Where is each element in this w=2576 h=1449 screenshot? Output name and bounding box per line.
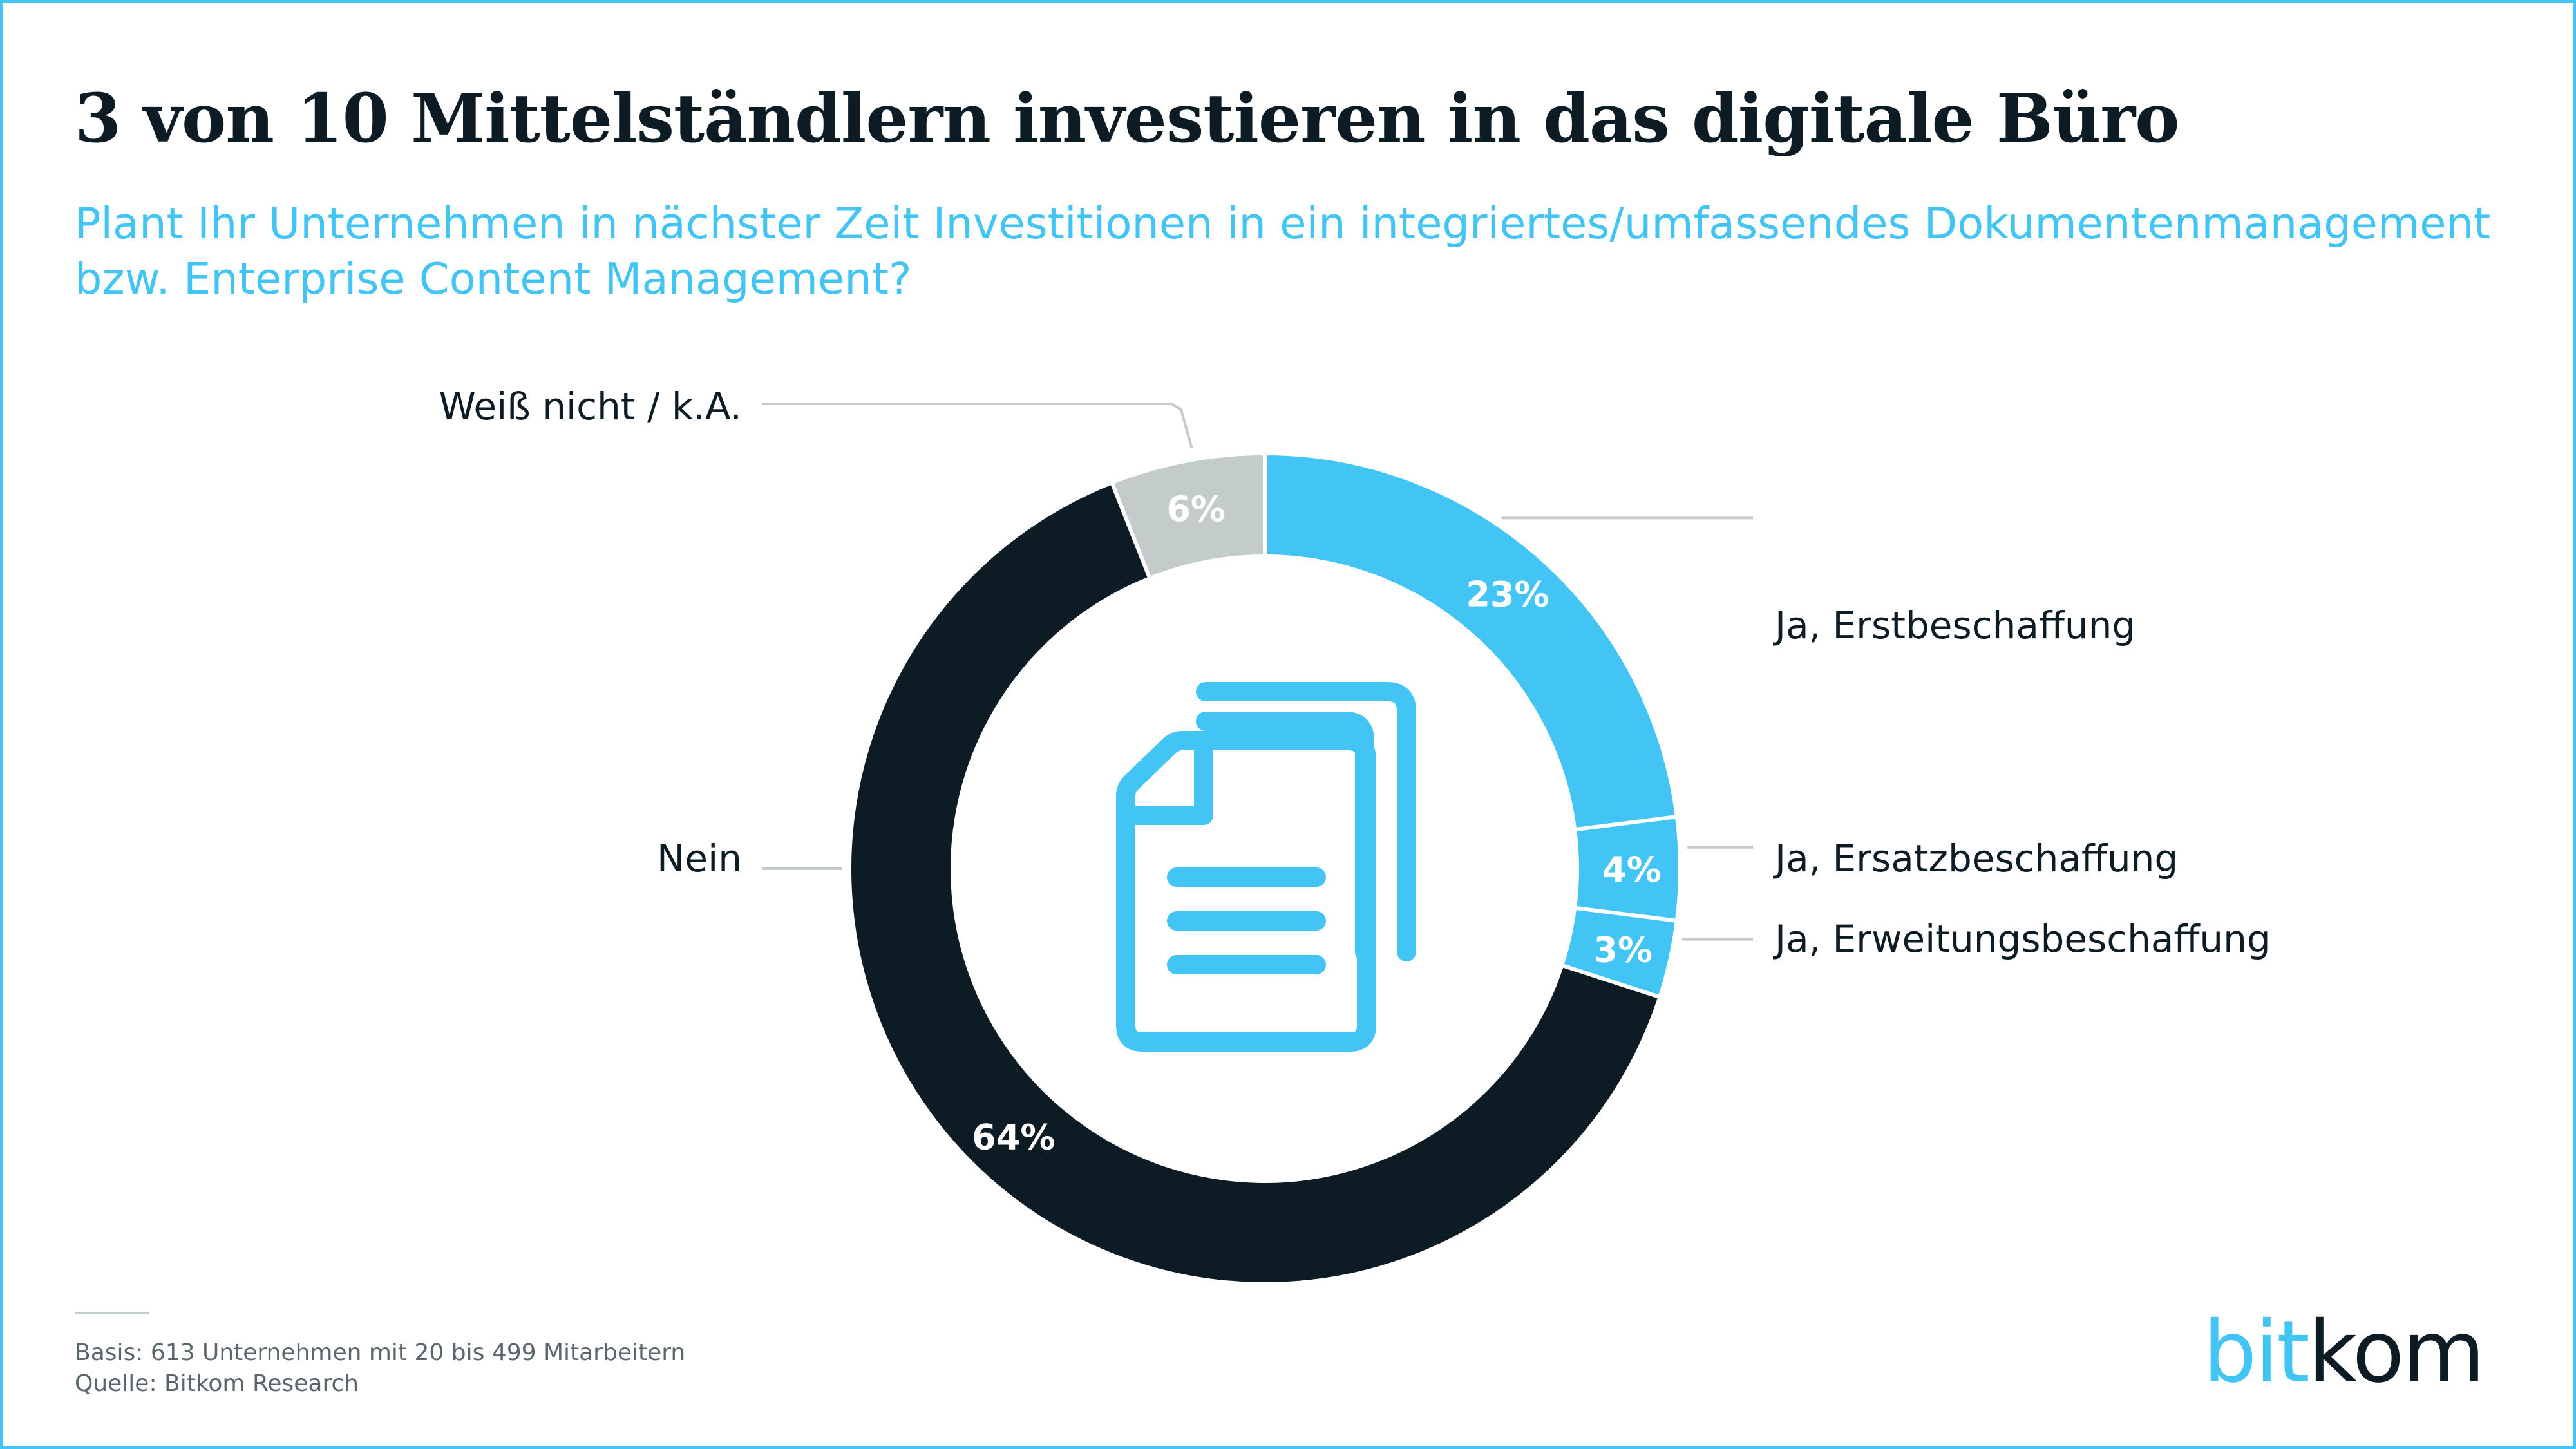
slice-value-label-3: 3% bbox=[1593, 929, 1653, 970]
category-labels: Ja, Erstbeschaffung Ja, Ersatzbeschaffung… bbox=[439, 384, 2270, 961]
slice-1 bbox=[1263, 451, 1680, 832]
footnote-source: Quelle: Bitkom Research bbox=[75, 1370, 359, 1397]
slice-value-label-2: 4% bbox=[1602, 849, 1662, 890]
slice-value-labels: 23% 4% 3% 64% 6% bbox=[972, 489, 1662, 1157]
footnote-basis: Basis: 613 Unternehmen mit 20 bis 499 Mi… bbox=[75, 1340, 686, 1366]
slice-value-label-4: 64% bbox=[972, 1117, 1055, 1158]
chart-subtitle: Plant Ihr Unternehmen in nächster Zeit I… bbox=[75, 198, 2491, 304]
category-label-3: Ja, Erweitungsbeschaffung bbox=[1773, 917, 2271, 961]
leader-line-5 bbox=[762, 402, 1193, 449]
logo-text-kom: kom bbox=[2307, 1303, 2485, 1402]
leader-lines bbox=[762, 402, 1753, 941]
category-label-1: Ja, Erstbeschaffung bbox=[1773, 603, 2136, 647]
slice-value-label-5: 6% bbox=[1166, 489, 1226, 529]
donut-chart: 23% 4% 3% 64% 6% Ja, Erstbeschaffung Ja, Ersa… bbox=[439, 384, 2271, 1286]
back-document-outline bbox=[1196, 682, 1416, 961]
folded-corner bbox=[1123, 740, 1213, 825]
category-label-4: Nein bbox=[657, 837, 742, 880]
front-document-outline bbox=[1116, 731, 1376, 1052]
chart-title: 3 von 10 Mittelständlern investieren in … bbox=[75, 79, 2179, 158]
footer-divider bbox=[75, 1312, 149, 1314]
category-label-5: Weiß nicht / k.A. bbox=[439, 384, 742, 428]
slice-5 bbox=[1109, 451, 1267, 581]
slice-4 bbox=[848, 480, 1663, 1286]
bitkom-logo: bitkom bbox=[2203, 1310, 2485, 1395]
donut-slices bbox=[848, 451, 1682, 1286]
logo-text-bit: bit bbox=[2202, 1303, 2310, 1402]
slice-value-label-1: 23% bbox=[1466, 574, 1549, 614]
document-stack-icon bbox=[1116, 682, 1416, 1052]
category-label-2: Ja, Ersatzbeschaffung bbox=[1773, 837, 2178, 880]
